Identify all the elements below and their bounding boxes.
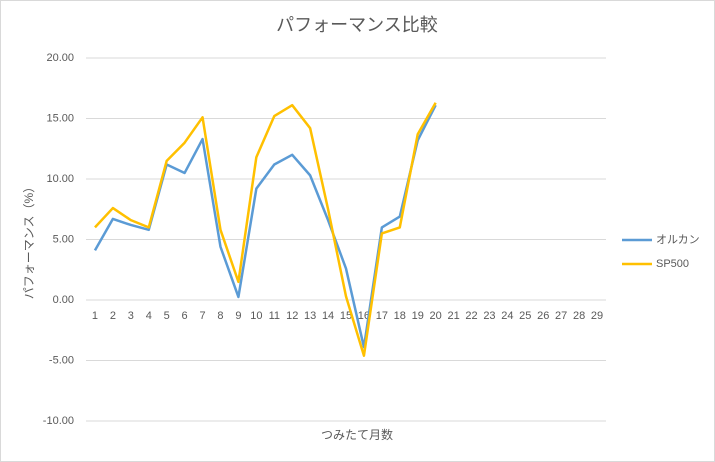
x-tick-label: 29	[591, 310, 603, 322]
x-tick-label: 27	[555, 310, 567, 322]
y-tick-label: 5.00	[53, 233, 74, 245]
y-tick-label: -5.00	[49, 354, 74, 366]
x-tick-label: 10	[250, 310, 262, 322]
x-tick-label: 13	[304, 310, 316, 322]
x-tick-label: 22	[465, 310, 477, 322]
x-tick-label: 18	[394, 310, 406, 322]
x-tick-label: 2	[110, 310, 116, 322]
x-tick-label: 5	[164, 310, 170, 322]
x-tick-label: 26	[537, 310, 549, 322]
x-tick-label: 23	[483, 310, 495, 322]
x-tick-label: 9	[235, 310, 241, 322]
x-tick-label: 14	[322, 310, 334, 322]
y-tick-label: 0.00	[53, 294, 74, 306]
x-tick-label: 1	[92, 310, 98, 322]
y-tick-label: -10.00	[43, 415, 74, 427]
chart-title: パフォーマンス比較	[276, 15, 438, 35]
legend-label: SP500	[656, 258, 689, 270]
y-tick-label: 10.00	[46, 173, 74, 185]
y-tick-label: 15.00	[46, 112, 74, 124]
x-tick-label: 6	[182, 310, 188, 322]
legend-label: オルカン	[656, 233, 700, 246]
x-tick-label: 8	[217, 310, 223, 322]
x-tick-label: 15	[340, 310, 352, 322]
series-line	[94, 102, 437, 357]
x-tick-label: 20	[430, 310, 442, 322]
x-tick-label: 24	[501, 310, 513, 322]
x-tick-label: 21	[447, 310, 459, 322]
x-axis-title: つみたて月数	[321, 427, 393, 442]
x-tick-label: 12	[286, 310, 298, 322]
x-tick-label: 4	[146, 310, 152, 322]
x-tick-label: 7	[199, 310, 205, 322]
y-tick-label: 20.00	[46, 52, 74, 64]
x-tick-label: 25	[519, 310, 531, 322]
x-tick-label: 19	[412, 310, 424, 322]
x-tick-label: 3	[128, 310, 134, 322]
x-tick-label: 17	[376, 310, 388, 322]
x-tick-label: 28	[573, 310, 585, 322]
y-axis-title: パフォーマンス（%）	[22, 181, 36, 299]
x-tick-label: 11	[269, 310, 280, 322]
